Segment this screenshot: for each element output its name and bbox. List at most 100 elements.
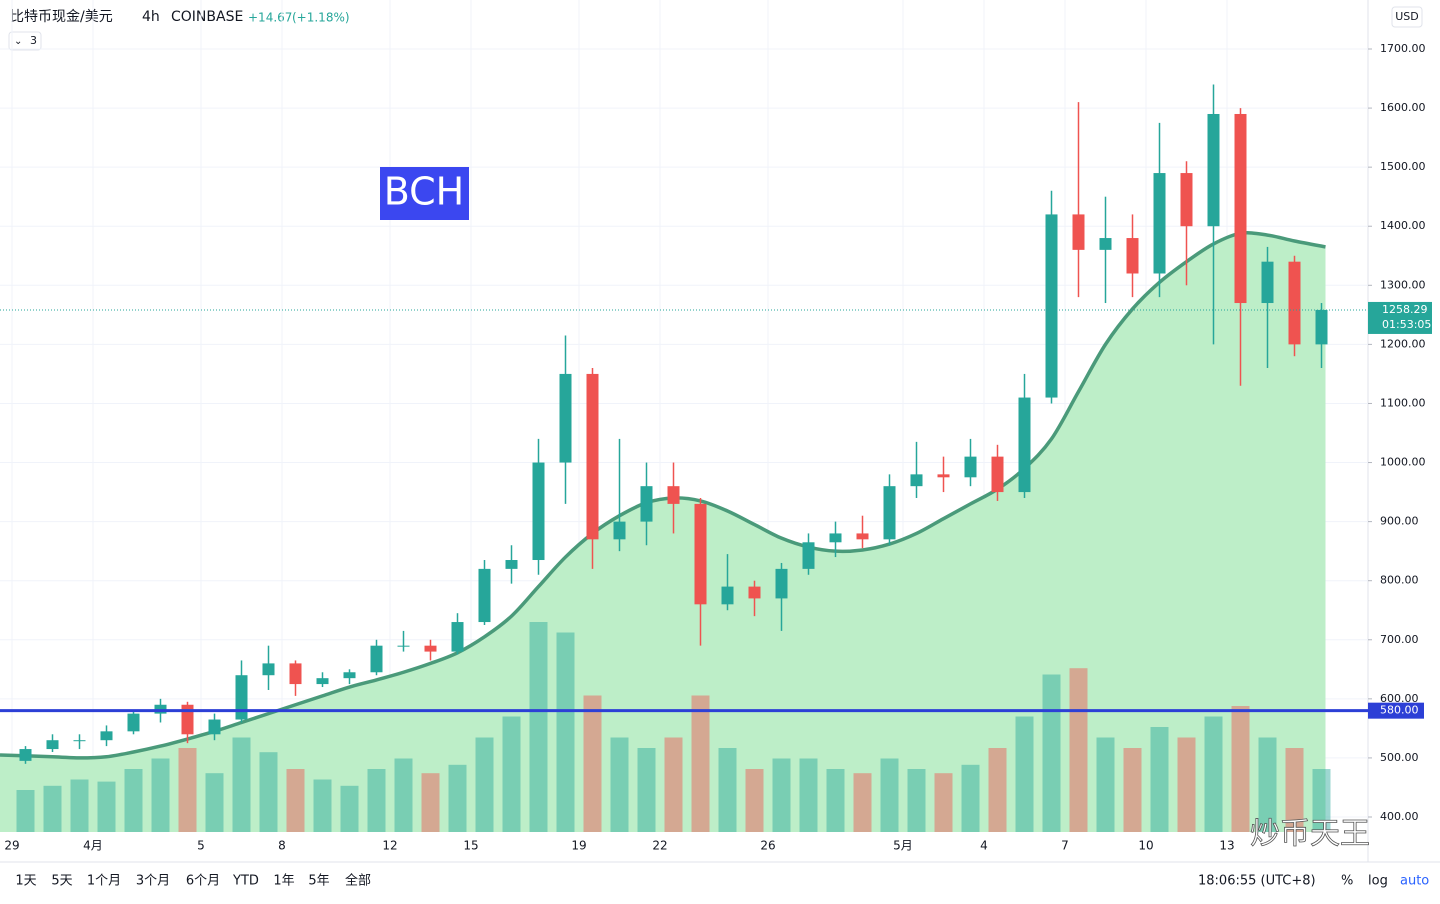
interval[interactable]: 4h [142, 9, 160, 25]
change: +14.67 [248, 11, 292, 25]
volume-bar [178, 748, 197, 832]
x-tick-label: 26 [760, 839, 775, 853]
range-button[interactable]: 5天 [51, 874, 72, 889]
x-tick-label: 13 [1219, 839, 1234, 853]
range-button[interactable]: YTD [232, 874, 259, 889]
indicator-count: 3 [30, 34, 37, 47]
volume-bar [1204, 716, 1223, 832]
volume-bar [1069, 668, 1088, 832]
range-button[interactable]: 全部 [345, 873, 371, 889]
range-button[interactable]: 3个月 [136, 874, 170, 889]
candle-body [1207, 113, 1220, 227]
volume-bar [421, 773, 440, 832]
volume-bar [556, 632, 575, 832]
volume-bar [988, 748, 1007, 832]
candle-body [721, 586, 734, 605]
candle-body [1180, 173, 1193, 227]
volume-bar [340, 785, 359, 832]
candle-body [1153, 173, 1166, 274]
candle-body [478, 568, 491, 623]
change-pct: (+1.18%) [292, 11, 350, 25]
last-price-label: 1258.29 [1382, 303, 1428, 316]
candle-body [910, 474, 923, 487]
volume-bar [934, 773, 953, 832]
annotation: BCH [384, 170, 465, 214]
candle-body [1072, 214, 1085, 250]
range-button[interactable]: 1年 [273, 874, 294, 889]
candle-body [424, 645, 437, 652]
range-button[interactable]: 1个月 [87, 874, 121, 889]
volume-bar [16, 790, 35, 832]
exchange: COINBASE [171, 9, 243, 25]
volume-bar [1285, 748, 1304, 832]
auto-toggle[interactable]: auto [1400, 874, 1429, 889]
log-toggle[interactable]: log [1368, 874, 1388, 889]
candle-body [19, 749, 32, 761]
volume-bar [232, 737, 251, 832]
annotation-bg [380, 167, 469, 220]
candle-body [397, 645, 410, 647]
range-button[interactable]: 6个月 [186, 874, 220, 889]
volume-bar [1123, 748, 1142, 832]
candle-body [640, 486, 653, 522]
volume-bar [1231, 706, 1250, 832]
candle-body [559, 373, 572, 463]
volume-bar [1150, 727, 1169, 832]
percent-toggle[interactable]: % [1341, 874, 1353, 889]
y-tick-label: 800.00 [1380, 574, 1419, 587]
candle-body [937, 474, 950, 478]
countdown: 01:53:05 [1382, 318, 1431, 331]
symbol[interactable]: 比特币现金/美元 [10, 9, 113, 25]
candle-body [100, 731, 113, 741]
candle-body [532, 462, 545, 561]
volume-bar [961, 764, 980, 832]
candle-body [856, 533, 869, 540]
volume-bar [610, 737, 629, 832]
y-tick-label: 900.00 [1380, 515, 1419, 528]
x-tick-label: 4月 [83, 839, 103, 853]
candle-body [343, 672, 356, 679]
candle-body [883, 486, 896, 540]
y-tick-label: 400.00 [1380, 810, 1419, 823]
candle-body [1099, 238, 1112, 250]
candle-body [262, 663, 275, 676]
y-tick-label: 1700.00 [1380, 42, 1426, 55]
range-button[interactable]: 5年 [308, 874, 329, 889]
y-tick-label: 1300.00 [1380, 278, 1426, 291]
candle-body [991, 456, 1004, 493]
x-tick-label: 7 [1061, 839, 1069, 853]
clock: 18:06:55 (UTC+8) [1198, 874, 1316, 889]
volume-bar [1042, 674, 1061, 832]
range-button[interactable]: 1天 [15, 874, 36, 889]
candle-body [316, 678, 329, 685]
volume-bar [448, 764, 467, 832]
x-tick-label: 8 [278, 839, 286, 853]
volume-bar [880, 758, 899, 832]
candle-body [208, 719, 221, 735]
volume-bar [718, 748, 737, 832]
volume-bar [151, 758, 170, 832]
indicator-toggle[interactable] [8, 31, 42, 51]
y-tick-label: 1400.00 [1380, 219, 1426, 232]
candle-body [370, 645, 383, 673]
candle-body [586, 373, 599, 540]
currency-box[interactable] [1391, 6, 1423, 28]
chevron: ⌄ [14, 36, 22, 47]
volume-bar [259, 752, 278, 832]
candle-body [127, 713, 140, 732]
candle-body [1261, 261, 1274, 304]
y-tick-label: 600.00 [1380, 692, 1419, 705]
hline-label-bg [1368, 702, 1424, 719]
volume-bar [475, 737, 494, 832]
x-tick-label: 22 [652, 839, 667, 853]
x-tick-label: 12 [382, 839, 397, 853]
volume-bar [1015, 716, 1034, 832]
candle-body [451, 622, 464, 652]
candle-body [289, 663, 302, 685]
curve-area [0, 232, 1326, 832]
candle-body [829, 533, 842, 543]
last-price-bg [1368, 301, 1432, 334]
volume-bar [826, 769, 845, 832]
candle-body [505, 560, 518, 569]
